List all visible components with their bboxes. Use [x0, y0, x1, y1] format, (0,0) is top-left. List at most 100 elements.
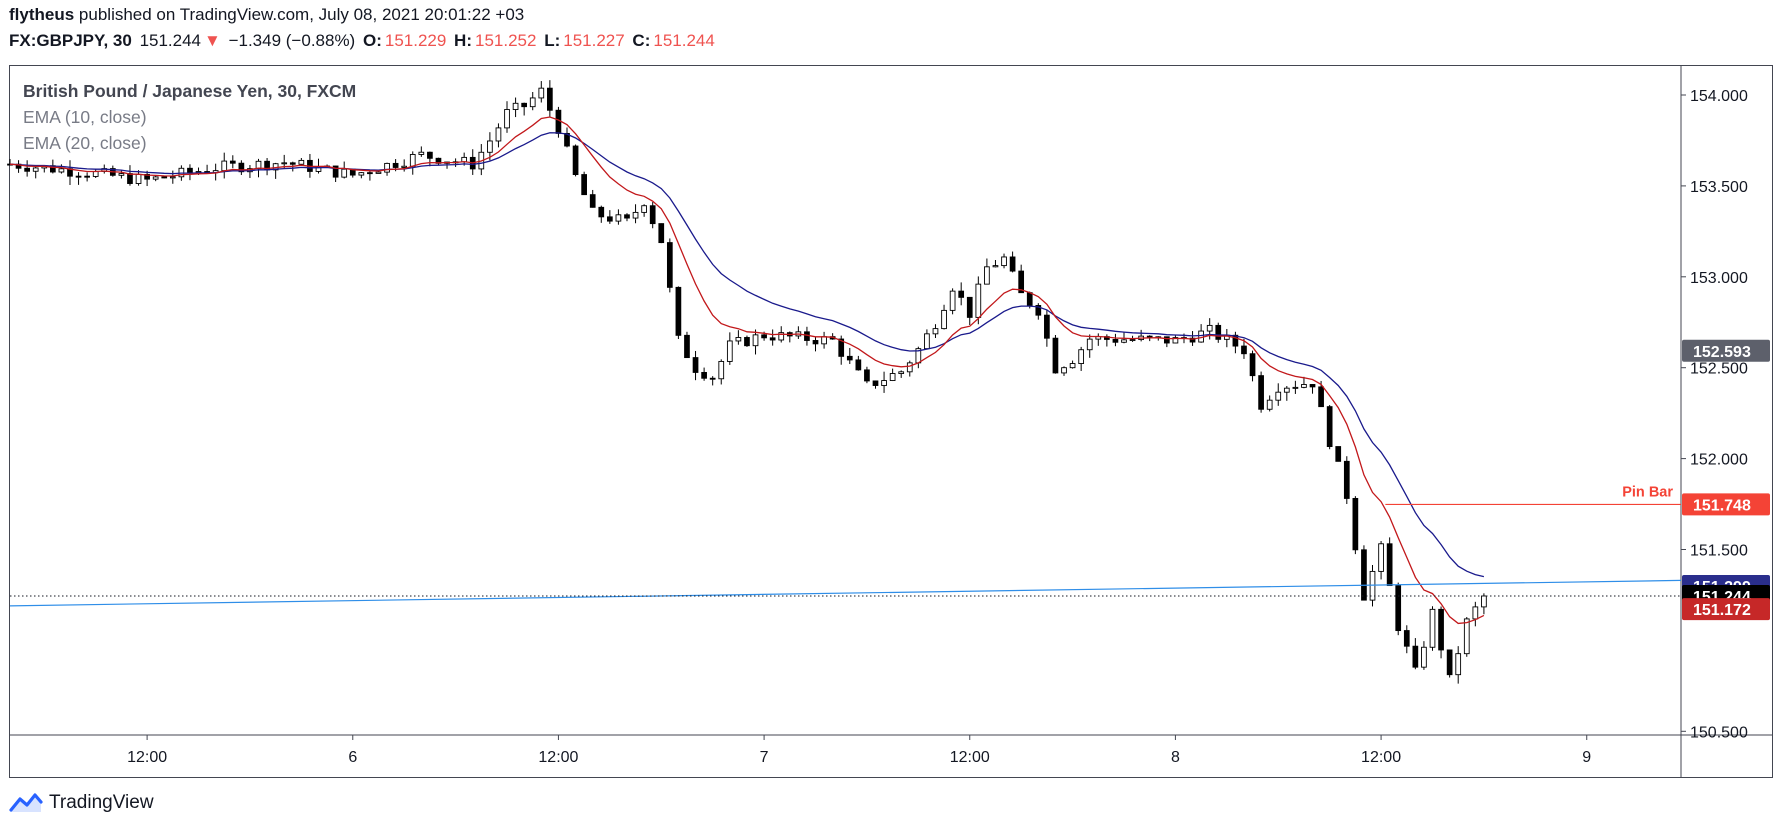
last-price: 151.244 — [139, 31, 202, 50]
high-label: H: — [454, 31, 472, 50]
candle-body — [906, 362, 913, 373]
candle-body — [409, 154, 416, 167]
time-tick-label: 6 — [348, 749, 357, 766]
candle-body — [1438, 608, 1444, 651]
candle-body — [632, 211, 639, 219]
pin-bar-label: Pin Bar — [1622, 484, 1673, 500]
candle-body — [1172, 337, 1179, 344]
candle-body — [1326, 406, 1333, 448]
candle-body — [1215, 324, 1222, 340]
candle-body — [889, 373, 896, 382]
candle-body — [229, 160, 236, 164]
candle-body — [298, 159, 305, 165]
down-arrow-icon: ▼ — [204, 31, 221, 50]
price-tick-label: 150.500 — [1690, 724, 1748, 741]
candle-body — [1463, 618, 1470, 655]
candle-body — [555, 109, 562, 134]
candle-body — [1446, 649, 1453, 676]
candle-body — [752, 334, 759, 347]
price-label-text: 151.172 — [1693, 602, 1751, 619]
candle-body — [84, 175, 90, 178]
candle-body — [135, 173, 142, 184]
candle-body — [675, 286, 682, 336]
candle-body — [504, 109, 510, 129]
chart-legend: British Pound / Japanese Yen, 30, FXCM E… — [23, 78, 356, 156]
candle-body — [838, 338, 845, 357]
legend-title[interactable]: British Pound / Japanese Yen, 30, FXCM — [23, 81, 357, 101]
ema10-line[interactable] — [9, 116, 1485, 625]
open-value: 151.229 — [384, 31, 447, 50]
candle-body — [161, 176, 168, 179]
open-label: O: — [362, 31, 382, 50]
candle-body — [1352, 497, 1359, 551]
candle-body — [1395, 585, 1402, 632]
candle-body — [726, 340, 733, 362]
candle-body — [1292, 386, 1299, 389]
tradingview-brand: TradingView — [49, 792, 154, 813]
price-label-bg — [1682, 598, 1770, 621]
low-value: 151.227 — [563, 31, 625, 50]
candle-body — [744, 337, 750, 347]
candle-body — [1275, 391, 1282, 401]
candle-body — [812, 340, 819, 345]
price-tick-label: 152.500 — [1690, 361, 1748, 378]
candle-body — [487, 140, 493, 153]
candle-body — [1421, 646, 1427, 668]
chart-frame — [9, 65, 1773, 778]
candle-body — [958, 290, 965, 298]
candle-body — [32, 167, 39, 172]
candle-body — [1403, 630, 1410, 647]
candle-body — [1266, 399, 1273, 410]
candle-body — [718, 360, 725, 380]
candle-body — [1386, 543, 1393, 587]
time-tick-label: 7 — [760, 749, 769, 766]
published-text: published on TradingView.com, July 08, 2… — [78, 5, 525, 24]
time-tick-label: 8 — [1171, 749, 1180, 766]
candle-body — [75, 175, 82, 178]
candle-body — [735, 337, 742, 342]
candle-body — [1026, 292, 1033, 306]
ema20-line[interactable] — [9, 132, 1485, 578]
price-label-pin-bar: 151.748 — [1682, 493, 1770, 516]
candle-body — [1378, 543, 1384, 572]
symbol-label: FX:GBPJPY, 30 — [9, 31, 132, 50]
candle-body — [984, 266, 990, 285]
high-value: 151.252 — [475, 31, 537, 50]
candle-body — [144, 173, 150, 180]
candle-body — [152, 176, 159, 180]
candle-body — [169, 176, 176, 179]
candle-body — [761, 334, 767, 339]
candle-body — [692, 357, 699, 373]
candle-body — [932, 328, 939, 335]
candle-body — [966, 296, 973, 318]
candle-body — [92, 170, 99, 177]
candle-body — [1283, 387, 1290, 393]
candle-body — [392, 162, 399, 168]
candle-body — [606, 216, 613, 222]
candle-body — [872, 380, 879, 386]
candle-body — [1429, 608, 1436, 648]
legend-ema10[interactable]: EMA (10, close) — [23, 107, 147, 127]
close-label: C: — [632, 31, 651, 50]
tradingview-footer[interactable]: TradingView — [9, 792, 154, 814]
candle-body — [538, 87, 545, 99]
candle-body — [332, 165, 339, 178]
price-change: −1.349 (−0.88%) — [228, 31, 356, 50]
candle-body — [701, 371, 707, 379]
candle-body — [1232, 334, 1239, 347]
symbol-ohlc-bar: FX:GBPJPY, 30 151.244 ▼ −1.349 (−0.88%) O… — [9, 31, 718, 51]
candle-body — [127, 173, 133, 184]
candle-body — [846, 355, 853, 361]
candle-body — [401, 165, 408, 168]
candle-body — [778, 332, 785, 341]
trendline[interactable] — [9, 579, 1682, 607]
legend-ema20[interactable]: EMA (20, close) — [23, 133, 147, 153]
candle-body — [924, 333, 930, 350]
author-name[interactable]: flytheus — [9, 5, 75, 24]
candle-body — [769, 337, 776, 341]
candle-body — [975, 283, 982, 318]
candle-body — [341, 168, 348, 178]
candle-body — [881, 380, 887, 386]
candle-body — [1061, 367, 1067, 374]
